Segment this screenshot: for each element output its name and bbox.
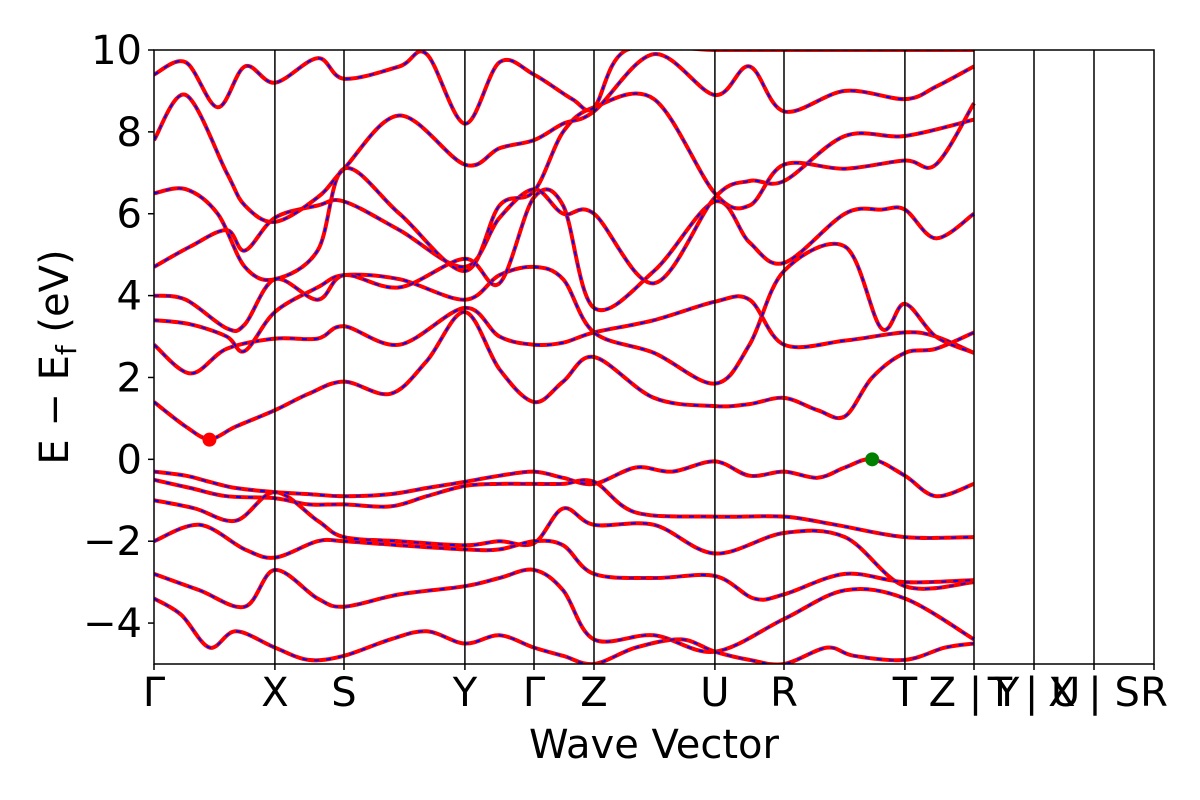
y-tick-label: 10 <box>91 28 142 74</box>
y-tick-label: 4 <box>117 274 142 320</box>
band-line-dash-8 <box>154 188 975 332</box>
y-tick-label: −4 <box>83 601 142 647</box>
y-tick-label: −2 <box>83 519 142 565</box>
x-tick-label: T <box>892 670 918 716</box>
x-tick-label: Z <box>580 670 607 716</box>
bands-layer <box>154 50 976 664</box>
x-tick-label: U <box>700 670 729 716</box>
y-tick-label: 8 <box>117 110 142 156</box>
y-tick-label: 6 <box>117 192 142 238</box>
y-axis-label: E − Ef (eV) <box>32 249 83 464</box>
x-tick-label: X <box>261 670 288 716</box>
x-tick-label: Y <box>452 670 478 716</box>
band-line-dash-7 <box>154 242 975 385</box>
x-tick-label: Z | Y <box>929 670 1020 716</box>
band-line-dash-9 <box>154 118 975 285</box>
markers-layer <box>202 432 880 467</box>
x-tick-label: Γ <box>143 670 166 716</box>
band-line-dash-13 <box>154 597 975 664</box>
y-tick-label: 2 <box>117 355 142 401</box>
vbm-marker <box>865 452 880 467</box>
y-axis-label-main: E − E <box>32 355 78 465</box>
x-tick-label: T | U <box>987 670 1081 716</box>
band-line-dash-12 <box>154 50 974 125</box>
y-tick-label: 0 <box>117 437 142 483</box>
band-line-dash-6 <box>154 295 975 375</box>
x-axis-label: Wave Vector <box>529 722 780 768</box>
x-tick-label: Γ <box>523 670 546 716</box>
x-tick-label: S <box>331 670 356 716</box>
band-line-dash-5 <box>154 311 975 440</box>
x-tick-label: R <box>1140 670 1168 716</box>
y-axis-label-sub: f <box>50 344 83 355</box>
y-axis-ticks: 10 8 6 4 2 0 −2 −4 <box>83 28 154 647</box>
kpath-lines <box>274 50 1095 664</box>
x-tick-label: R <box>770 670 798 716</box>
plot-frame <box>153 49 1155 665</box>
y-axis-label-tail: (eV) <box>32 249 78 345</box>
cbm-marker <box>202 432 217 447</box>
x-tick-label: X | S <box>1048 670 1140 716</box>
